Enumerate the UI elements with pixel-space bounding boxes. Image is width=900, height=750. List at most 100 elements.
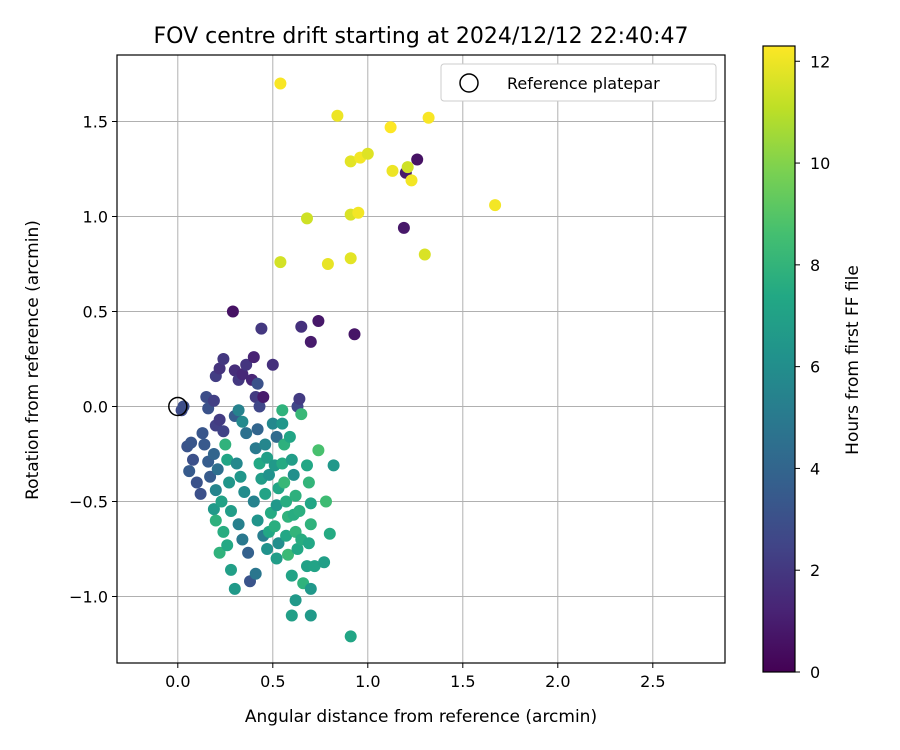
data-point xyxy=(405,174,418,187)
data-point xyxy=(422,111,435,124)
data-point xyxy=(251,377,264,390)
data-point xyxy=(207,503,220,516)
data-point xyxy=(204,470,217,483)
data-point xyxy=(268,520,281,533)
data-point xyxy=(270,499,283,512)
data-point xyxy=(215,495,228,508)
data-point xyxy=(344,630,357,643)
y-tick-label: 0.0 xyxy=(83,398,108,417)
y-tick-label: −1.0 xyxy=(69,588,108,607)
x-tick-label: 2.0 xyxy=(545,672,570,691)
data-point xyxy=(397,221,410,234)
data-point xyxy=(177,400,190,413)
data-point xyxy=(255,322,268,335)
data-point xyxy=(247,351,260,364)
data-point xyxy=(266,358,279,371)
chart-title: FOV centre drift starting at 2024/12/12 … xyxy=(154,24,689,49)
colorbar-tick-label: 8 xyxy=(810,256,820,275)
data-point xyxy=(211,463,224,476)
data-point xyxy=(304,609,317,622)
data-point xyxy=(361,147,374,160)
data-point xyxy=(348,328,361,341)
data-point xyxy=(295,408,308,421)
y-tick-label: 1.0 xyxy=(83,208,108,227)
data-point xyxy=(219,438,232,451)
data-point xyxy=(352,206,365,219)
data-point xyxy=(308,560,321,573)
data-point xyxy=(280,529,293,542)
data-point xyxy=(207,394,220,407)
data-point xyxy=(221,453,234,466)
data-point xyxy=(226,305,239,318)
colorbar-ticks: 0 2 4 6 8 10 12 xyxy=(795,52,830,682)
data-point xyxy=(285,453,298,466)
data-point xyxy=(285,609,298,622)
data-point xyxy=(386,164,399,177)
data-point xyxy=(270,552,283,565)
data-point xyxy=(401,161,414,174)
y-axis-ticks: −1.0 −0.5 0.0 0.5 1.0 1.5 xyxy=(69,113,117,607)
plot-area xyxy=(116,54,726,664)
data-point xyxy=(301,212,313,225)
y-tick-label: 0.5 xyxy=(83,303,108,322)
colorbar-tick-label: 4 xyxy=(810,459,820,478)
data-point xyxy=(276,457,289,470)
y-axis-label: Rotation from reference (arcmin) xyxy=(23,220,43,500)
data-point xyxy=(304,335,317,348)
data-point xyxy=(257,391,270,403)
y-tick-label: 1.5 xyxy=(83,113,108,132)
legend-open-circle-icon xyxy=(459,73,479,93)
data-point xyxy=(261,451,274,464)
data-point xyxy=(217,353,230,365)
data-point xyxy=(282,548,294,561)
data-point xyxy=(240,358,253,371)
colorbar-tick-label: 0 xyxy=(810,663,820,682)
data-point xyxy=(291,543,304,555)
data-point xyxy=(289,594,302,607)
data-point xyxy=(331,109,344,122)
x-tick-label: 2.5 xyxy=(640,672,665,691)
data-point xyxy=(234,470,247,483)
data-point xyxy=(312,315,325,327)
data-point xyxy=(221,539,234,552)
data-point xyxy=(302,476,315,489)
data-point xyxy=(301,459,313,472)
data-point xyxy=(276,404,289,417)
plot-frame xyxy=(116,54,726,664)
data-point xyxy=(323,527,336,540)
data-point xyxy=(293,392,306,405)
data-point xyxy=(321,258,334,270)
data-point xyxy=(247,495,260,508)
data-point xyxy=(344,252,357,265)
data-point xyxy=(318,556,331,569)
data-point xyxy=(230,457,243,470)
data-point xyxy=(236,368,249,381)
data-point xyxy=(304,497,317,510)
data-point xyxy=(198,438,211,451)
data-point xyxy=(232,404,245,417)
data-point xyxy=(183,465,196,478)
x-axis-label: Angular distance from reference (arcmin) xyxy=(245,707,597,727)
data-point xyxy=(411,153,424,166)
data-point xyxy=(217,425,230,438)
data-point xyxy=(213,546,226,559)
x-tick-label: 1.0 xyxy=(355,672,380,691)
data-point xyxy=(287,468,300,481)
legend: Reference platepar xyxy=(440,63,717,102)
data-point xyxy=(280,495,293,508)
data-point xyxy=(249,567,262,580)
data-point xyxy=(278,476,291,489)
legend-box xyxy=(440,63,717,102)
data-point xyxy=(196,427,209,440)
data-point xyxy=(251,423,264,436)
data-point xyxy=(270,430,283,443)
data-point xyxy=(242,546,255,559)
data-point xyxy=(259,487,272,500)
colorbar-gradient xyxy=(762,45,796,673)
data-point xyxy=(304,582,317,595)
data-point xyxy=(266,417,279,430)
colorbar-label: Hours from first FF file xyxy=(843,265,863,455)
data-point xyxy=(236,415,249,428)
